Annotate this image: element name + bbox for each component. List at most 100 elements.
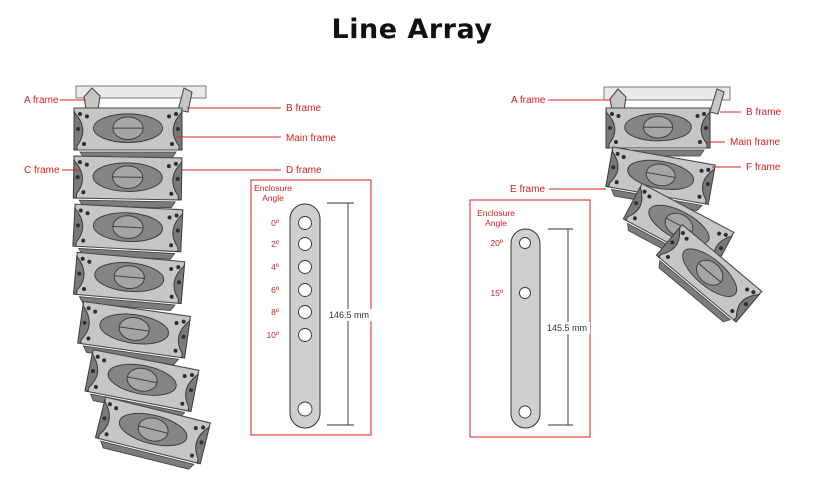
left-bolt [189, 388, 194, 393]
left-side-panel [172, 110, 183, 151]
left-panel-heading-2: Angle [262, 193, 284, 203]
right-bolt [665, 255, 670, 260]
right-panel-heading-2: Angle [485, 218, 507, 228]
left-angle-hole [298, 260, 312, 274]
left-bolt [174, 213, 179, 218]
left-cabinet [72, 203, 184, 260]
right-bolt [717, 231, 722, 236]
right-angle-plate [510, 228, 541, 429]
right-bolt [621, 155, 626, 160]
left-bolt [82, 320, 87, 325]
left-bolt [170, 142, 174, 146]
right-side-panel [655, 226, 681, 258]
right-bolt [723, 232, 728, 237]
left-angle-hole [298, 305, 312, 319]
left-bolt [181, 319, 186, 324]
right-bolt [616, 114, 621, 118]
right-angle-label: 20º [490, 238, 503, 248]
left-bolt [193, 426, 198, 431]
left-angle-label: 6º [271, 285, 279, 295]
left-bolt [173, 161, 178, 166]
right-bolt [695, 114, 700, 118]
left-rigging-slot [82, 345, 180, 366]
right-dimension-text: 145.5 mm [547, 323, 587, 333]
left-angle-label: 2º [271, 239, 279, 249]
right-side-panel [700, 110, 711, 149]
left-bolt [175, 176, 180, 181]
label-b-frame-right: B frame [746, 107, 781, 118]
left-logo-divider [127, 376, 158, 384]
right-angle-panel: Enclosure Angle 20º 15º 145.5 mm [469, 199, 591, 438]
label-a-frame-left: A frame [24, 95, 59, 106]
left-side-panel [94, 399, 110, 440]
right-bolt [699, 168, 704, 173]
left-side-panel [73, 110, 84, 151]
left-bolt [189, 373, 194, 378]
right-panel-border [469, 199, 591, 438]
left-bolt [78, 112, 82, 116]
label-e-frame-right: E frame [510, 184, 545, 195]
right-bolt [704, 126, 708, 130]
left-bolt [175, 228, 180, 233]
left-bolt [176, 280, 181, 285]
left-angle-label: 8º [271, 307, 279, 317]
right-bolt [705, 182, 710, 187]
left-angle-labels: 0º 2º 4º 6º 8º 10º [266, 218, 279, 340]
left-bolt [82, 287, 87, 292]
right-bolt [718, 246, 723, 251]
left-bolt [169, 294, 174, 299]
right-rigging-slot [658, 259, 732, 323]
right-callouts: A frame B frame Main frame F frame E fra… [510, 95, 781, 195]
left-speaker-stack [72, 85, 212, 470]
left-bolt [176, 127, 180, 131]
left-bolt [180, 401, 185, 406]
left-bolt [81, 238, 86, 243]
right-side-panel [622, 185, 643, 221]
left-b-frame-bracket [177, 87, 193, 113]
left-bolt [167, 114, 172, 119]
left-bolt [77, 271, 82, 276]
left-bolt [84, 114, 89, 119]
right-bolt [670, 240, 675, 245]
left-side-panel [177, 319, 191, 359]
label-d-frame-left: D frame [286, 165, 322, 176]
left-bolt [85, 211, 90, 216]
left-bolt [86, 306, 91, 311]
right-logo-divider [698, 262, 722, 283]
right-bolt [730, 309, 735, 314]
right-bolt [743, 302, 748, 307]
left-cabinet [73, 251, 186, 312]
left-dimension-mask [328, 309, 372, 321]
left-bolt [176, 265, 181, 270]
left-bolt [95, 354, 100, 359]
left-bolt [189, 453, 194, 458]
left-bolt [166, 164, 171, 169]
right-bolt [614, 140, 618, 144]
left-side-panel [84, 352, 99, 393]
right-bolt [697, 194, 702, 199]
right-bolt [698, 140, 702, 144]
left-bolt [102, 358, 107, 363]
right-bolt [614, 180, 619, 185]
right-b-frame-bracket [709, 88, 725, 115]
left-bolt [90, 369, 95, 374]
left-bolt [107, 402, 112, 407]
right-bolt [611, 165, 616, 170]
left-bolt [84, 162, 89, 167]
label-f-frame-right: F frame [746, 162, 781, 173]
right-logo-divider [646, 171, 676, 178]
left-callouts: A frame B frame Main frame C frame D fra… [24, 95, 336, 176]
right-bolt [702, 112, 706, 116]
right-bolt [608, 126, 612, 130]
right-bolt [680, 231, 685, 236]
right-plate-bottom-hole [518, 405, 532, 419]
left-panel-border [250, 179, 372, 436]
left-panel-heading-1: Enclosure [254, 183, 292, 193]
right-bolt [632, 216, 637, 221]
right-angle-hole [519, 287, 531, 299]
right-cabinet [655, 223, 763, 323]
left-bolt [81, 190, 86, 195]
left-bolt [76, 127, 80, 131]
